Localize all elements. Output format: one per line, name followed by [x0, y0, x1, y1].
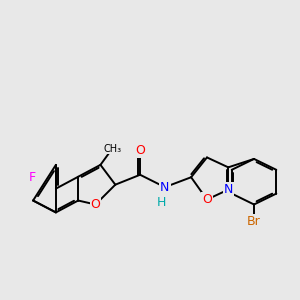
Text: O: O	[202, 193, 212, 206]
Text: O: O	[91, 198, 100, 211]
Text: CH₃: CH₃	[103, 143, 122, 154]
Text: N: N	[160, 181, 170, 194]
Text: Br: Br	[247, 215, 261, 228]
Text: H: H	[157, 196, 166, 208]
Text: O: O	[135, 143, 145, 157]
Text: F: F	[28, 171, 36, 184]
Text: N: N	[224, 183, 233, 196]
